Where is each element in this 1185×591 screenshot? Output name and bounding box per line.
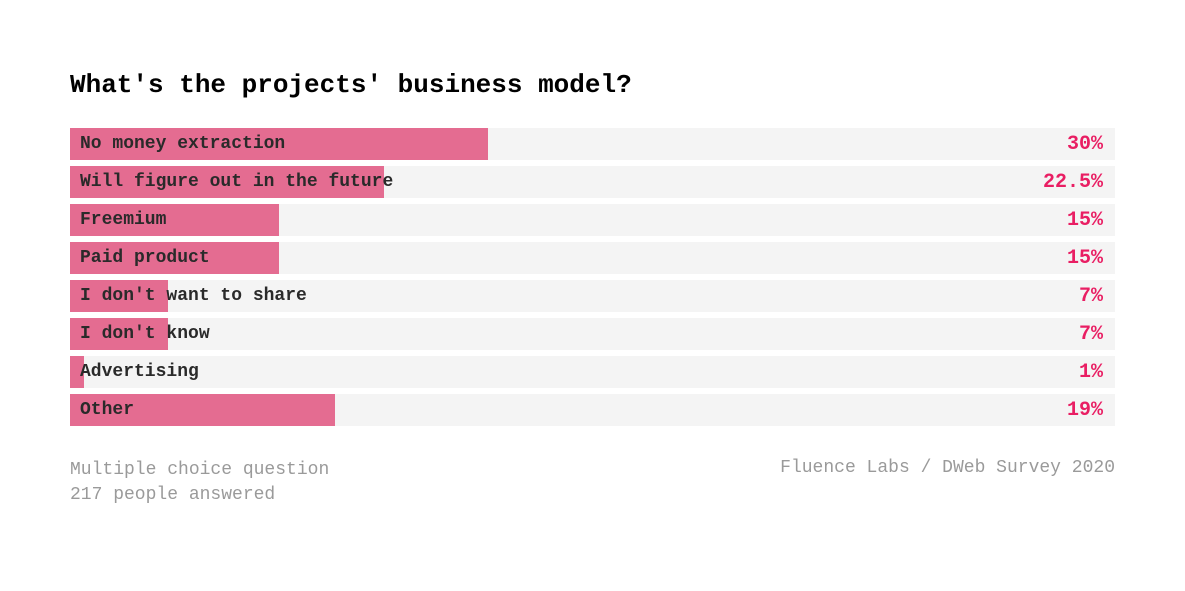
chart-row-value: 15% [1067, 204, 1103, 236]
chart-row-label: Will figure out in the future [80, 166, 393, 198]
footer-attribution: Fluence Labs / DWeb Survey 2020 [780, 458, 1115, 508]
chart-row: I don't know 7% [70, 318, 1115, 350]
chart-row: Other 19% [70, 394, 1115, 426]
chart-title: What's the projects' business model? [70, 70, 1115, 100]
chart-row: Paid product 15% [70, 242, 1115, 274]
chart-row-label: Freemium [80, 204, 166, 236]
footer-left: Multiple choice question 217 people answ… [70, 458, 329, 508]
footer-question-type: Multiple choice question [70, 458, 329, 483]
chart-row-value: 7% [1079, 280, 1103, 312]
chart-row: No money extraction 30% [70, 128, 1115, 160]
chart-row: Freemium 15% [70, 204, 1115, 236]
chart-footer: Multiple choice question 217 people answ… [70, 458, 1115, 508]
chart-row-label: I don't want to share [80, 280, 307, 312]
chart-row-value: 19% [1067, 394, 1103, 426]
chart-row: Will figure out in the future 22.5% [70, 166, 1115, 198]
chart-row-value: 30% [1067, 128, 1103, 160]
chart-row: I don't want to share 7% [70, 280, 1115, 312]
chart-row-value: 7% [1079, 318, 1103, 350]
chart-row-label: No money extraction [80, 128, 285, 160]
chart-row-label: Advertising [80, 356, 199, 388]
chart-row-label: Other [80, 394, 134, 426]
chart-row-value: 1% [1079, 356, 1103, 388]
chart-row-label: I don't know [80, 318, 210, 350]
chart-row-label: Paid product [80, 242, 210, 274]
bar-chart: No money extraction 30% Will figure out in… [70, 128, 1115, 426]
chart-row-value: 15% [1067, 242, 1103, 274]
chart-row-value: 22.5% [1043, 166, 1103, 198]
footer-respondents: 217 people answered [70, 483, 329, 508]
chart-row: Advertising 1% [70, 356, 1115, 388]
